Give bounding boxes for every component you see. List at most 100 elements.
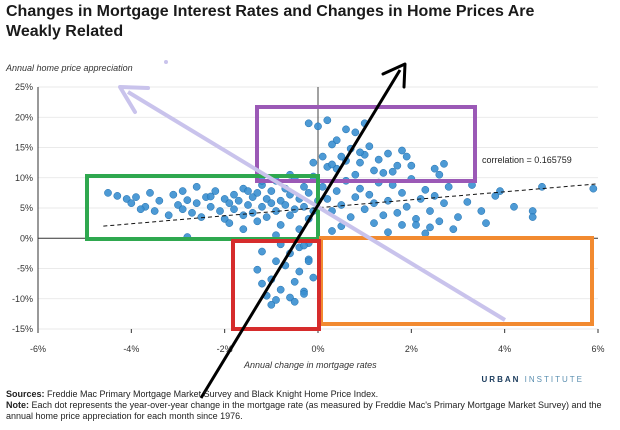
data-point [225, 219, 234, 227]
data-point [290, 277, 299, 286]
data-point [440, 199, 448, 208]
data-point [206, 202, 215, 211]
data-point [309, 158, 318, 167]
data-point [318, 182, 327, 191]
data-point [239, 211, 248, 220]
data-point [412, 221, 420, 229]
data-point [253, 189, 262, 197]
brand-logo: URBAN INSTITUTE [482, 375, 584, 384]
data-point [309, 273, 318, 282]
data-point [328, 140, 336, 149]
data-point [225, 199, 234, 208]
lavender-dot [164, 60, 168, 64]
data-point [342, 125, 350, 134]
data-point [300, 182, 308, 191]
data-point [426, 207, 434, 215]
data-point [435, 217, 444, 226]
x-axis-label: Annual change in mortgage rates [244, 360, 377, 370]
data-point [435, 170, 444, 179]
data-point [272, 257, 280, 266]
data-point [402, 202, 411, 211]
data-point [379, 211, 388, 220]
data-point [589, 184, 598, 193]
y-tick-label: 15% [15, 143, 33, 153]
data-point [393, 208, 402, 217]
data-point [360, 205, 369, 214]
data-point [244, 201, 252, 209]
data-point [258, 279, 266, 288]
note-line: Note: Each dot represents the year-over-… [6, 400, 606, 422]
data-point [407, 161, 416, 170]
sources-label: Sources: [6, 389, 45, 399]
data-point [318, 152, 327, 161]
data-point [244, 187, 252, 195]
data-point [365, 190, 374, 199]
data-point [276, 221, 285, 229]
data-point [230, 190, 238, 199]
brand-part2: INSTITUTE [524, 375, 584, 384]
data-point [454, 213, 462, 221]
data-point [164, 211, 173, 220]
data-point [374, 155, 383, 164]
data-point [211, 187, 220, 195]
correlation-annotation: correlation = 0.165759 [482, 155, 572, 165]
data-point [113, 192, 122, 200]
chart-title: Changes in Mortgage Interest Rates and C… [6, 3, 535, 40]
x-tick-label: -2% [217, 344, 233, 354]
data-point [253, 265, 262, 274]
note-text: Each dot represents the year-over-year c… [6, 400, 602, 421]
y-tick-label: -5% [17, 264, 33, 274]
data-point [304, 119, 313, 128]
brand-part1: URBAN [481, 375, 521, 384]
y-tick-label: -10% [12, 294, 33, 304]
data-point [300, 290, 308, 298]
data-point [267, 187, 276, 195]
y-tick-label: 25% [15, 82, 33, 92]
data-point [328, 227, 336, 235]
data-point [197, 213, 206, 221]
data-point [351, 170, 360, 179]
data-point [346, 213, 355, 221]
y-tick-label: 5% [20, 203, 33, 213]
data-point [379, 169, 388, 177]
data-point [216, 207, 224, 215]
black-arrowhead [381, 62, 407, 89]
data-point [384, 149, 392, 158]
data-point [323, 116, 332, 125]
data-point [253, 217, 262, 226]
annotation-overlays [85, 60, 594, 399]
data-point [104, 189, 112, 197]
data-point [528, 213, 537, 221]
data-point [183, 196, 192, 204]
y-tick-label: -15% [12, 324, 33, 334]
data-point [286, 211, 294, 220]
y-axis-label: Annual home price appreciation [6, 63, 133, 73]
data-point [332, 187, 341, 195]
data-point [155, 196, 164, 205]
data-point [444, 182, 453, 191]
data-point [323, 195, 332, 203]
data-point [262, 213, 271, 221]
x-tick-label: 6% [591, 344, 604, 354]
data-point [328, 160, 336, 169]
x-tick-label: -4% [123, 344, 139, 354]
x-tick-label: -6% [30, 344, 46, 354]
data-point [384, 196, 392, 205]
data-point [230, 205, 238, 214]
data-point [248, 208, 257, 217]
data-point [239, 225, 248, 234]
data-point [398, 221, 406, 229]
data-point [365, 142, 374, 151]
data-point [370, 219, 378, 227]
data-point [440, 159, 448, 168]
data-point [290, 297, 299, 306]
data-point [132, 193, 140, 201]
data-point [430, 164, 439, 173]
data-point [421, 229, 430, 238]
data-point [267, 300, 276, 309]
data-point [304, 189, 313, 197]
data-point [388, 167, 397, 176]
orange-box [319, 236, 594, 326]
data-point [267, 199, 276, 208]
